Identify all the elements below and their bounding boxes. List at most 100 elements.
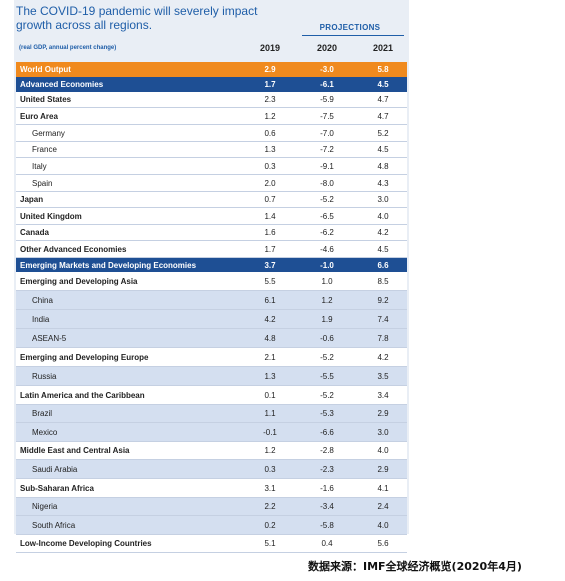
value-2021: 3.0	[377, 195, 389, 204]
row-label: France	[32, 145, 57, 154]
value-2020: -3.0	[320, 65, 334, 74]
year-header-2021: 2021	[372, 43, 394, 53]
value-2021: 5.8	[377, 65, 389, 74]
table-row: France 1.3 -7.2 4.5	[16, 142, 407, 158]
value-2020: -7.2	[320, 145, 334, 154]
value-2019: 1.3	[264, 371, 276, 381]
value-2020: -5.2	[320, 352, 334, 362]
value-2020: 0.4	[321, 539, 333, 548]
value-2019: 1.7	[264, 80, 276, 89]
value-2021: 4.3	[377, 178, 389, 188]
table-row: Japan 0.7 -5.2 3.0	[16, 192, 407, 208]
row-label: United Kingdom	[20, 211, 82, 221]
value-2021: 4.0	[377, 211, 389, 221]
value-2020: -6.6	[320, 427, 334, 437]
value-2021: 7.8	[377, 333, 389, 343]
table-row: Nigeria 2.2 -3.4 2.4	[16, 498, 407, 516]
value-2019: 1.2	[264, 446, 276, 455]
row-label: China	[32, 295, 53, 305]
row-label: Emerging and Developing Asia	[20, 276, 138, 286]
row-label: Low-Income Developing Countries	[20, 539, 152, 548]
value-2019: 3.1	[264, 483, 276, 493]
row-label: Italy	[32, 161, 47, 171]
row-label: Sub-Saharan Africa	[20, 483, 94, 493]
projections-label: PROJECTIONS	[319, 23, 381, 32]
table-row: Saudi Arabia 0.3 -2.3 2.9	[16, 460, 407, 479]
row-label: Russia	[32, 371, 57, 381]
value-2021: 4.2	[377, 228, 389, 237]
value-2020: -0.6	[320, 333, 334, 343]
value-2020: -5.3	[320, 409, 334, 418]
value-2019: 2.0	[264, 178, 276, 188]
value-2021: 4.5	[377, 244, 389, 254]
value-2019: 0.7	[264, 195, 276, 204]
value-2019: 0.3	[264, 464, 276, 474]
row-label: Canada	[20, 228, 49, 237]
value-2020: -6.2	[320, 228, 334, 237]
row-label: ASEAN-5	[32, 333, 67, 343]
value-2021: 2.4	[377, 502, 389, 511]
value-2021: 4.7	[377, 111, 389, 121]
row-label: Nigeria	[32, 502, 58, 511]
table-row: World Output 2.9 -3.0 5.8	[16, 62, 407, 77]
table-row: Russia 1.3 -5.5 3.5	[16, 367, 407, 386]
row-label: Spain	[32, 178, 53, 188]
year-header-2020: 2020	[316, 43, 338, 53]
table-row: ASEAN-5 4.8 -0.6 7.8	[16, 329, 407, 348]
row-label: South Africa	[32, 520, 76, 530]
value-2021: 2.9	[377, 464, 389, 474]
table-row: Spain 2.0 -8.0 4.3	[16, 175, 407, 192]
table-row: Canada 1.6 -6.2 4.2	[16, 225, 407, 241]
table-row: Advanced Economies 1.7 -6.1 4.5	[16, 77, 407, 92]
value-2019: 0.2	[264, 520, 276, 530]
value-2020: -5.8	[320, 520, 334, 530]
value-2019: 1.2	[264, 111, 276, 121]
table-row: Sub-Saharan Africa 3.1 -1.6 4.1	[16, 479, 407, 498]
value-2021: 3.5	[377, 371, 389, 381]
table-row: Emerging and Developing Asia 5.5 1.0 8.5	[16, 272, 407, 291]
table-row: South Africa 0.2 -5.8 4.0	[16, 516, 407, 535]
table-row: United Kingdom 1.4 -6.5 4.0	[16, 208, 407, 225]
table-row: Middle East and Central Asia 1.2 -2.8 4.0	[16, 442, 407, 460]
value-2021: 4.7	[377, 95, 389, 104]
value-2019: 1.4	[264, 211, 276, 221]
value-2019: 1.3	[264, 145, 276, 154]
row-label: Saudi Arabia	[32, 464, 78, 474]
source-note: 数据来源：IMF全球经济概览(2020年4月)	[308, 560, 522, 573]
projections-underline	[302, 35, 404, 36]
table-row: Latin America and the Caribbean 0.1 -5.2 3.…	[16, 386, 407, 405]
row-label: Germany	[32, 128, 65, 138]
value-2019: 2.2	[264, 502, 276, 511]
value-2021: 7.4	[377, 314, 389, 324]
value-2019: 5.1	[264, 539, 276, 548]
value-2019: -0.1	[263, 427, 277, 437]
table-row: Other Advanced Economies 1.7 -4.6 4.5	[16, 241, 407, 258]
value-2021: 4.0	[377, 446, 389, 455]
value-2020: 1.2	[321, 295, 333, 305]
value-2019: 2.1	[264, 352, 276, 362]
table-row: China 6.1 1.2 9.2	[16, 291, 407, 310]
year-header-2019: 2019	[259, 43, 281, 53]
table-row: Italy 0.3 -9.1 4.8	[16, 158, 407, 175]
row-label: Latin America and the Caribbean	[20, 390, 145, 400]
value-2020: 1.0	[321, 276, 333, 286]
value-2021: 4.0	[377, 520, 389, 530]
row-label: India	[32, 314, 50, 324]
row-label: Emerging and Developing Europe	[20, 352, 149, 362]
row-label: United States	[20, 95, 72, 104]
table-title: The COVID-19 pandemic will severely impa…	[16, 4, 258, 32]
value-2021: 3.4	[377, 390, 389, 400]
row-label: World Output	[20, 65, 71, 74]
row-label: Japan	[20, 195, 44, 204]
value-2021: 6.6	[377, 260, 389, 270]
value-2021: 4.8	[377, 161, 389, 171]
value-2020: -2.8	[320, 446, 334, 455]
row-label: Emerging Markets and Developing Economie…	[20, 260, 197, 270]
value-2020: -4.6	[320, 244, 334, 254]
value-2021: 4.2	[377, 352, 389, 362]
value-2021: 8.5	[377, 276, 389, 286]
value-2021: 4.5	[377, 145, 389, 154]
value-2019: 1.7	[264, 244, 276, 254]
table-row: Emerging and Developing Europe 2.1 -5.2 4.2	[16, 348, 407, 367]
value-2019: 3.7	[264, 260, 276, 270]
